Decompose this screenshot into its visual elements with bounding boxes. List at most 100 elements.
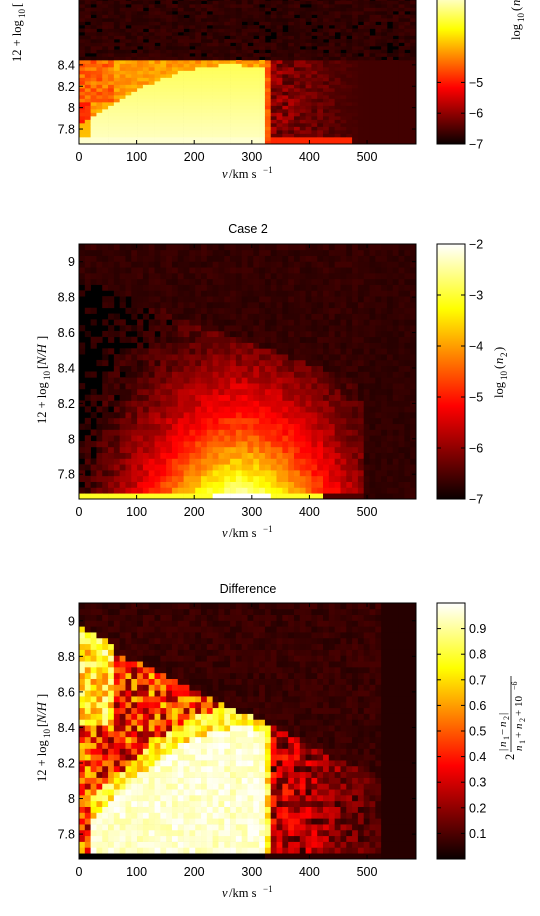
heatmap-cell [293,487,301,494]
heatmap-cell [195,475,202,482]
heatmap-cell [276,441,283,448]
heatmap-cell [381,458,388,465]
heatmap-cell [166,91,173,96]
heatmap-cell [177,470,184,477]
heatmap-cell [131,336,138,343]
heatmap-cell [166,18,173,22]
heatmap-cell [305,130,312,134]
heatmap-cell [224,63,231,68]
heatmap-cell [381,11,388,15]
heatmap-cell [142,417,150,425]
heatmap-cell [328,493,335,500]
heatmap-cell [340,21,347,26]
heatmap-cell [230,56,237,61]
heatmap-cell [247,301,254,309]
heatmap-cell [357,307,365,314]
heatmap-cell [323,81,330,85]
heatmap-cell [323,70,330,75]
y-tick-label: 8.2 [58,397,75,411]
heatmap-cell [404,88,411,92]
heatmap-cell [334,105,341,110]
heatmap-cell [357,481,365,488]
heatmap-cell [195,446,202,453]
heatmap-cell [375,119,382,124]
y-tick-label: 9 [68,255,75,269]
heatmap-cell [323,60,330,64]
heatmap-cell [119,21,126,26]
y-tick-label: 8.4 [58,58,75,72]
heatmap-cell [334,56,341,61]
heatmap-cell [241,140,248,145]
heatmap-cell [264,307,272,314]
heatmap-cell [392,342,399,349]
heatmap-cell [270,284,277,291]
heatmap-cell [235,11,243,15]
heatmap-cell [160,452,167,459]
heatmap-cell [369,95,376,99]
heatmap-cell [171,342,179,349]
colorbar-tick-label: −4 [469,340,483,354]
heatmap-cell [171,348,179,355]
heatmap-cell [259,354,266,361]
heatmap-cell [125,53,132,57]
heatmap-cell [323,116,330,120]
heatmap-cell [189,56,196,61]
heatmap-cell [346,249,353,256]
heatmap-cell [119,105,126,110]
heatmap-cell [410,481,417,488]
heatmap-cell [183,123,190,127]
heatmap-cell [299,261,306,268]
heatmap-cell [264,105,272,110]
heatmap-cell [154,255,161,262]
heatmap-cell [108,137,115,141]
heatmap-cell [79,49,86,54]
heatmap-cell [392,371,399,378]
heatmap-cell [137,116,144,120]
heatmap-cell [195,267,202,274]
heatmap-cell [79,255,86,262]
heatmap-cell [346,464,353,471]
heatmap-cell [148,116,155,120]
x-tick-label: 400 [299,150,320,164]
heatmap-cell [113,49,121,54]
heatmap-cell [195,109,202,113]
panel-case2: Case 2 0 100 200 300 400 500 98.88.68.48.287.… [35,222,509,540]
heatmap-cell [131,412,138,419]
heatmap-cell [230,7,237,12]
heatmap-cell [317,0,324,1]
heatmap-cell [259,32,266,36]
heatmap-cell [189,112,196,117]
heatmap-cell [131,7,138,12]
heatmap-cell [183,32,190,36]
heatmap-cell [276,493,283,500]
heatmap-cell [247,77,254,82]
heatmap-cell [276,109,283,113]
heatmap-cell [340,42,347,47]
heatmap-cell [102,14,109,19]
heatmap-cell [328,133,335,138]
heatmap-cell [201,342,208,349]
heatmap-cell [84,109,91,113]
heatmap-cell [142,429,150,436]
heatmap-cell [270,342,277,349]
heatmap-cell [90,464,97,471]
heatmap-cell [79,835,86,842]
heatmap-cell [293,441,301,448]
heatmap-cell [259,137,266,141]
heatmap-cell [224,313,231,320]
heatmap-cell [392,383,399,390]
heatmap-cell [404,267,411,274]
heatmap-cell [131,18,138,22]
heatmap-cell [79,446,86,453]
heatmap-cell [276,7,283,12]
heatmap-cell [323,67,330,71]
heatmap-cell [230,330,237,338]
colorbar-tick-label: −5 [469,391,483,405]
heatmap-cell [125,383,132,390]
heatmap-cell [404,119,411,124]
heatmap-cell [230,470,237,477]
heatmap-cell [230,123,237,127]
heatmap-cell [323,400,330,407]
heatmap-cell [328,319,335,326]
heatmap-cell [224,4,231,8]
